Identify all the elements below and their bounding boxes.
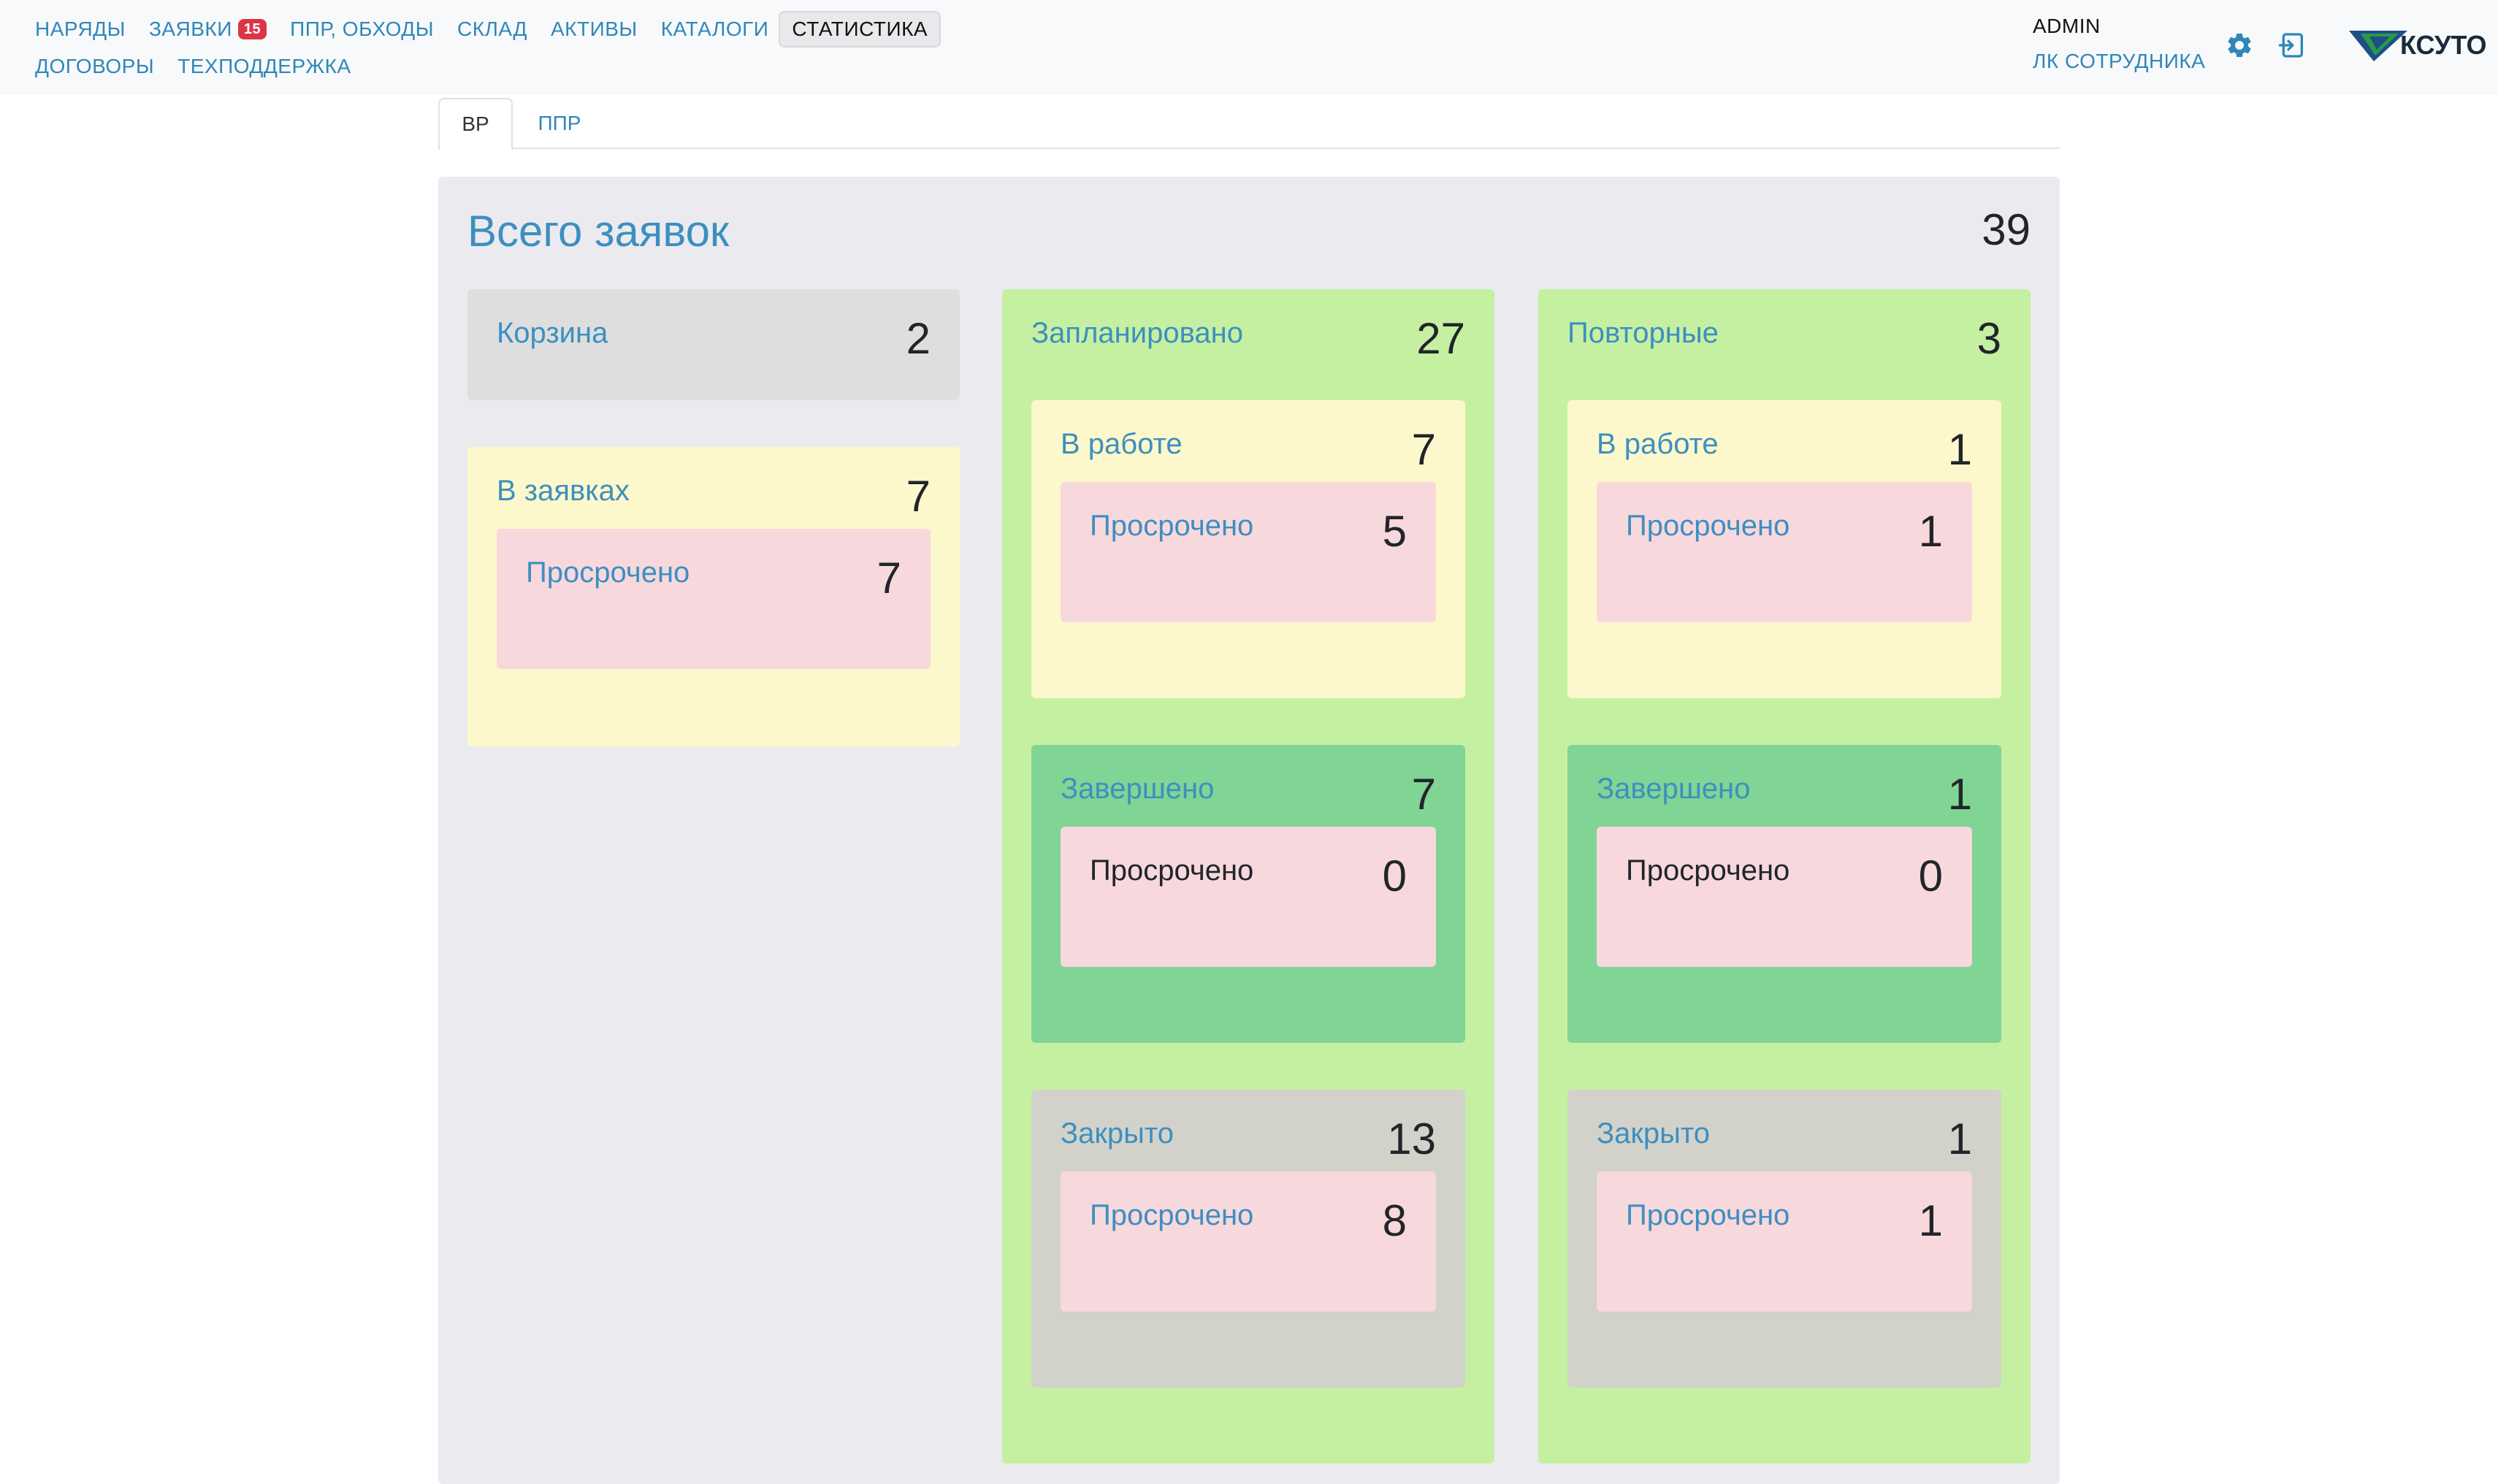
nav-link-tehpodderzhka[interactable]: ТЕХПОДДЕРЖКА — [177, 55, 351, 77]
repeated-completed-overdue-card[interactable]: Просрочено 0 — [1597, 827, 1972, 967]
repeated-closed-overdue-card[interactable]: Просрочено 1 — [1597, 1171, 1972, 1312]
overdue-label: Просрочено — [1626, 854, 1790, 887]
stats-tabs: ВР ППР — [438, 98, 2060, 150]
panel-title: Всего заявок — [467, 207, 730, 256]
total-requests-count: 39 — [1982, 205, 2031, 254]
overdue-count: 0 — [1382, 852, 1407, 900]
closed-label: Закрыто — [1597, 1117, 1711, 1150]
overdue-label: Просрочено — [526, 556, 690, 589]
overdue-count: 5 — [1382, 507, 1407, 556]
tab-ppr[interactable]: ППР — [538, 112, 581, 134]
completed-label: Завершено — [1061, 773, 1215, 805]
in-work-label: В работе — [1597, 428, 1719, 460]
top-navbar: НАРЯДЫ ЗАЯВКИ 15 ППР, ОБХОДЫ СКЛАД АКТИВ… — [0, 0, 2498, 95]
overdue-count: 1 — [1918, 507, 1943, 556]
planned-completed-card[interactable]: Завершено 7 Просрочено 0 — [1031, 745, 1465, 1043]
repeated-closed-card[interactable]: Закрыто 1 Просрочено 1 — [1567, 1090, 2001, 1388]
closed-label: Закрыто — [1061, 1117, 1174, 1150]
repeated-in-work-overdue-card[interactable]: Просрочено 1 — [1597, 482, 1972, 622]
logout-icon[interactable] — [2277, 31, 2307, 60]
in-requests-label: В заявках — [497, 475, 630, 507]
completed-label: Завершено — [1597, 773, 1751, 805]
user-block: ADMIN ЛК СОТРУДНИКА — [2033, 15, 2205, 73]
basket-card[interactable]: Корзина 2 — [467, 289, 960, 400]
in-work-count: 7 — [1411, 425, 1436, 474]
nav-link-ppr-obhody[interactable]: ППР, ОБХОДЫ — [290, 18, 435, 40]
repeated-label: Повторные — [1567, 317, 1719, 349]
nav-link-katalogi[interactable]: КАТАЛОГИ — [660, 18, 769, 40]
planned-closed-card[interactable]: Закрыто 13 Просрочено 8 — [1031, 1090, 1465, 1388]
planned-column: Запланировано 27 В работе 7 Просрочено 5… — [1002, 289, 1494, 1464]
logo-text: КСУТО — [2400, 30, 2487, 60]
requests-stats-panel: Всего заявок 39 Корзина 2 В заявках 7 Пр… — [438, 177, 2060, 1484]
overdue-label: Просрочено — [1626, 510, 1790, 542]
in-requests-overdue-card[interactable]: Просрочено 7 — [497, 529, 931, 669]
completed-count: 1 — [1947, 770, 1972, 819]
nav-link-naryady[interactable]: НАРЯДЫ — [35, 18, 126, 40]
closed-count: 1 — [1947, 1114, 1972, 1163]
zayavki-count-badge: 15 — [237, 19, 267, 39]
nav-row-primary: НАРЯДЫ ЗАЯВКИ 15 ППР, ОБХОДЫ СКЛАД АКТИВ… — [35, 10, 964, 48]
overdue-label: Просрочено — [1626, 1199, 1790, 1231]
tab-vr[interactable]: ВР — [438, 98, 513, 150]
user-name: ADMIN — [2033, 15, 2101, 37]
ksuto-logo[interactable]: КСУТО — [2348, 26, 2487, 64]
planned-label: Запланировано — [1031, 317, 1243, 349]
nav-link-statistika[interactable]: СТАТИСТИКА — [779, 11, 941, 47]
overdue-label: Просрочено — [1090, 854, 1254, 887]
planned-count: 27 — [1416, 314, 1465, 363]
in-work-count: 1 — [1947, 425, 1972, 474]
overdue-label: Просрочено — [1090, 1199, 1254, 1231]
nav-link-aktivy[interactable]: АКТИВЫ — [551, 18, 638, 40]
nav-row-secondary: ДОГОВОРЫ ТЕХПОДДЕРЖКА — [35, 48, 375, 85]
nav-link-zayavki[interactable]: ЗАЯВКИ 15 — [149, 18, 267, 41]
overdue-count: 1 — [1918, 1196, 1943, 1245]
overdue-label: Просрочено — [1090, 510, 1254, 542]
repeated-column: Повторные 3 В работе 1 Просрочено 1 Заве… — [1538, 289, 2031, 1464]
overdue-count: 8 — [1382, 1196, 1407, 1245]
overdue-count: 7 — [876, 554, 901, 603]
logo-mark-icon — [2349, 31, 2407, 61]
basket-label: Корзина — [497, 317, 608, 349]
basket-count: 2 — [906, 314, 931, 363]
repeated-completed-card[interactable]: Завершено 1 Просрочено 0 — [1567, 745, 2001, 1043]
repeated-in-work-card[interactable]: В работе 1 Просрочено 1 — [1567, 400, 2001, 698]
nav-link-zayavki-label: ЗАЯВКИ — [148, 18, 232, 40]
nav-link-dogovory[interactable]: ДОГОВОРЫ — [35, 55, 155, 77]
repeated-count: 3 — [1976, 314, 2001, 363]
in-requests-count: 7 — [906, 472, 931, 521]
in-requests-card[interactable]: В заявках 7 Просрочено 7 — [467, 447, 960, 746]
completed-count: 7 — [1411, 770, 1436, 819]
planned-in-work-card[interactable]: В работе 7 Просрочено 5 — [1031, 400, 1465, 698]
planned-closed-overdue-card[interactable]: Просрочено 8 — [1061, 1171, 1436, 1312]
in-work-label: В работе — [1061, 428, 1183, 460]
overdue-count: 0 — [1918, 852, 1943, 900]
gear-icon[interactable] — [2225, 31, 2254, 60]
nav-link-sklad[interactable]: СКЛАД — [457, 18, 527, 40]
planned-in-work-overdue-card[interactable]: Просрочено 5 — [1061, 482, 1436, 622]
closed-count: 13 — [1387, 1114, 1436, 1163]
employee-cabinet-link[interactable]: ЛК СОТРУДНИКА — [2033, 50, 2206, 72]
planned-completed-overdue-card[interactable]: Просрочено 0 — [1061, 827, 1436, 967]
